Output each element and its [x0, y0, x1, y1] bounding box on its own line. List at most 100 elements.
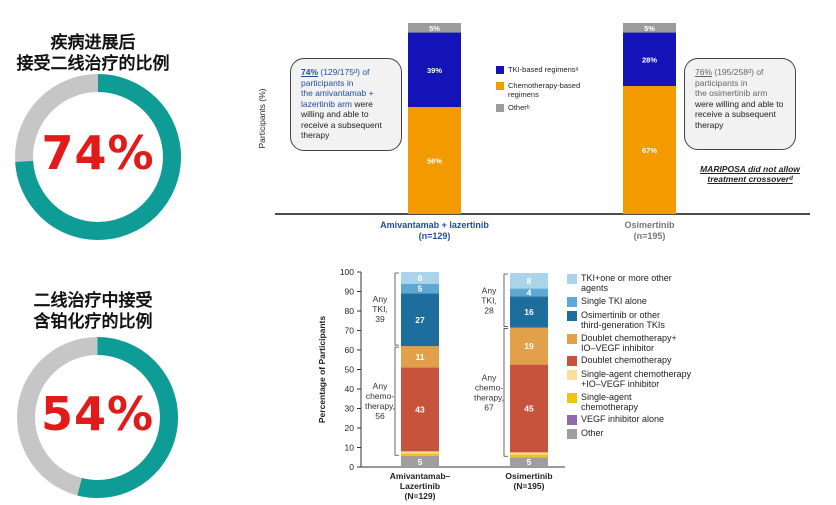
- bottom-chart-y-tick-label: 40: [345, 384, 355, 394]
- crossover-note: MARIPOSA did not allow treatment crossov…: [680, 164, 820, 184]
- bottom-bar-segment-0-5: [401, 346, 439, 368]
- bottom-chart-category-label: Amivantamab–: [390, 471, 451, 481]
- callout-right-frac: (195/258ᵈ) of: [712, 67, 764, 77]
- bottom-chart-bracket-chemo: [394, 346, 399, 456]
- bottom-legend-label: Osimertinib or other third-generation TKI…: [581, 310, 665, 330]
- callout-left-line3: the amivantamab +: [301, 88, 374, 98]
- bottom-chart-y-tick-label: 30: [345, 404, 355, 414]
- bottom-legend-label: Single-agent chemotherapy +IO–VEGF inhibi…: [581, 369, 692, 389]
- bottom-legend-label: Single TKI alone: [581, 296, 647, 306]
- top-donut-percent: 74%: [41, 126, 155, 180]
- top-bar-data-label: 5%: [429, 24, 440, 33]
- bottom-legend-swatch: [567, 334, 577, 344]
- top-bar-data-label: 67%: [642, 146, 657, 155]
- bottom-bar-segment-0-6: [401, 293, 439, 347]
- bottom-bar-segment-0-4: [401, 367, 439, 452]
- top-bar-segment-0-2: [408, 23, 461, 33]
- callout-right-line2: participants in: [695, 77, 748, 88]
- bottom-bar-segment-0-3: [401, 451, 439, 454]
- bottom-bracket-label: 28: [484, 305, 494, 315]
- bottom-donut-title-line2: 含铂化疗的比例: [33, 312, 153, 332]
- bottom-chart-category-label: Lazertinib: [400, 481, 440, 491]
- bottom-legend-label: Doublet chemotherapy: [581, 355, 672, 365]
- callout-left-line4: lazertinib arm: [301, 98, 353, 109]
- bottom-chart-category-label: Osimertinib: [505, 471, 552, 481]
- top-legend-swatch: [496, 82, 504, 90]
- bottom-donut-filled-arc: [17, 337, 178, 498]
- bottom-legend-swatch: [567, 393, 577, 403]
- bottom-bar-data-label: 16: [524, 307, 534, 317]
- bottom-bar-data-label: 27: [415, 315, 425, 325]
- bottom-bracket-label: TKI,: [372, 304, 388, 314]
- bottom-bracket-label: therapy,: [474, 392, 504, 402]
- bottom-bar-segment-0-7: [401, 283, 439, 294]
- top-chart-category-label: Amivantamab + lazertinib: [380, 220, 489, 230]
- bottom-donut-percent: 54%: [40, 387, 155, 441]
- callout-right-pct: 76%: [695, 67, 713, 77]
- bottom-legend-swatch: [567, 415, 577, 425]
- bottom-chart-bracket-tki: [394, 272, 399, 346]
- top-bar-data-label: 56%: [427, 157, 442, 166]
- callout-left-pct: 74%: [301, 67, 319, 77]
- bottom-chart-category-label: (N=129): [405, 491, 436, 501]
- bottom-bracket-label: Any: [482, 372, 497, 382]
- top-legend-label: Otherᵇ: [508, 103, 530, 112]
- bottom-bar-data-label: 5: [418, 457, 423, 467]
- bottom-chart-bracket-tki: [503, 273, 508, 327]
- bottom-legend-swatch: [567, 429, 577, 439]
- bottom-bracket-label: TKI,: [481, 295, 497, 305]
- bottom-chart-bracket-chemo: [503, 328, 508, 457]
- bottom-bracket-label: 67: [484, 402, 494, 412]
- top-legend-swatch: [496, 66, 504, 74]
- bottom-bar-segment-0-8: [401, 272, 439, 284]
- bottom-legend-label: Doublet chemotherapy+ IO–VEGF inhibitor: [581, 333, 677, 353]
- bottom-legend-label: Other: [581, 428, 604, 438]
- bottom-legend-swatch: [567, 297, 577, 307]
- bottom-bracket-label: chemo-: [475, 382, 504, 392]
- callout-left-line2: participants in: [301, 77, 354, 88]
- bottom-bar-data-label: 45: [524, 404, 534, 414]
- bottom-bar-data-label: 6: [418, 273, 423, 283]
- bottom-bar-data-label: 19: [524, 341, 534, 351]
- bottom-chart-y-tick-label: 60: [345, 345, 355, 355]
- bottom-bar-segment-1-8: [510, 272, 548, 289]
- bottom-chart-y-axis-label: Percentage of Participants: [317, 316, 327, 424]
- callout-left-frac: (129/175ᵈ) of: [318, 67, 370, 77]
- bottom-legend-swatch: [567, 370, 577, 380]
- bottom-chart-y-tick-label: 70: [345, 326, 355, 336]
- bottom-bar-data-label: 5: [418, 284, 423, 294]
- bottom-stacked-bar-chart: Percentage of Participants 0 10 20 30 40 50 60 7…: [317, 267, 565, 501]
- bottom-bar-data-label: 43: [415, 404, 425, 414]
- top-bar-data-label: 39%: [427, 66, 442, 75]
- bottom-bar-segment-1-6: [510, 296, 548, 328]
- top-donut-title-line2: 接受二线治疗的比例: [16, 54, 170, 74]
- top-legend-label: TKI-based regimensᵃ: [508, 65, 579, 74]
- top-legend-swatch: [496, 104, 504, 112]
- bottom-donut-title: 二线治疗中接受 含铂化疗的比例: [0, 291, 186, 333]
- bottom-chart-y-tick-label: 0: [349, 462, 354, 472]
- bottom-bracket-label: Any: [373, 381, 388, 391]
- bottom-bar-data-label: 8: [527, 276, 532, 286]
- top-donut-chart: [15, 74, 181, 240]
- top-chart-category-n: (n=129): [419, 231, 451, 241]
- top-stacked-bar-chart: Participants (%) 56% 67% 39% 28% 5% 5% Amivanta…: [257, 23, 810, 241]
- bottom-chart-y-tick-label: 90: [345, 287, 355, 297]
- bottom-donut-chart: [17, 337, 178, 498]
- crossover-note-line2: treatment crossoverᵈ: [707, 174, 793, 184]
- bottom-chart-category-label: (N=195): [514, 481, 545, 491]
- bottom-bar-data-label: 4: [527, 287, 532, 297]
- top-bar-segment-0-1: [408, 32, 461, 108]
- bottom-bracket-label: chemo-: [366, 391, 395, 401]
- bottom-bracket-label: 56: [375, 411, 385, 421]
- bottom-donut-title-line1: 二线治疗中接受: [33, 291, 153, 311]
- bottom-chart-y-tick-label: 100: [340, 267, 354, 277]
- bottom-chart-y-tick-label: 20: [345, 423, 355, 433]
- bottom-legend-label: Single-agent chemotherapy: [581, 392, 639, 412]
- bottom-legend-label: VEGF inhibitor alone: [581, 414, 665, 424]
- bottom-bar-segment-1-0: [510, 457, 548, 467]
- top-chart-category-label: Osimertinib: [624, 220, 675, 230]
- top-bar-segment-0-0: [408, 107, 461, 214]
- bottom-bracket-label: Any: [482, 285, 497, 295]
- bottom-chart-y-tick-label: 50: [345, 365, 355, 375]
- bottom-bar-segment-1-4: [510, 364, 548, 453]
